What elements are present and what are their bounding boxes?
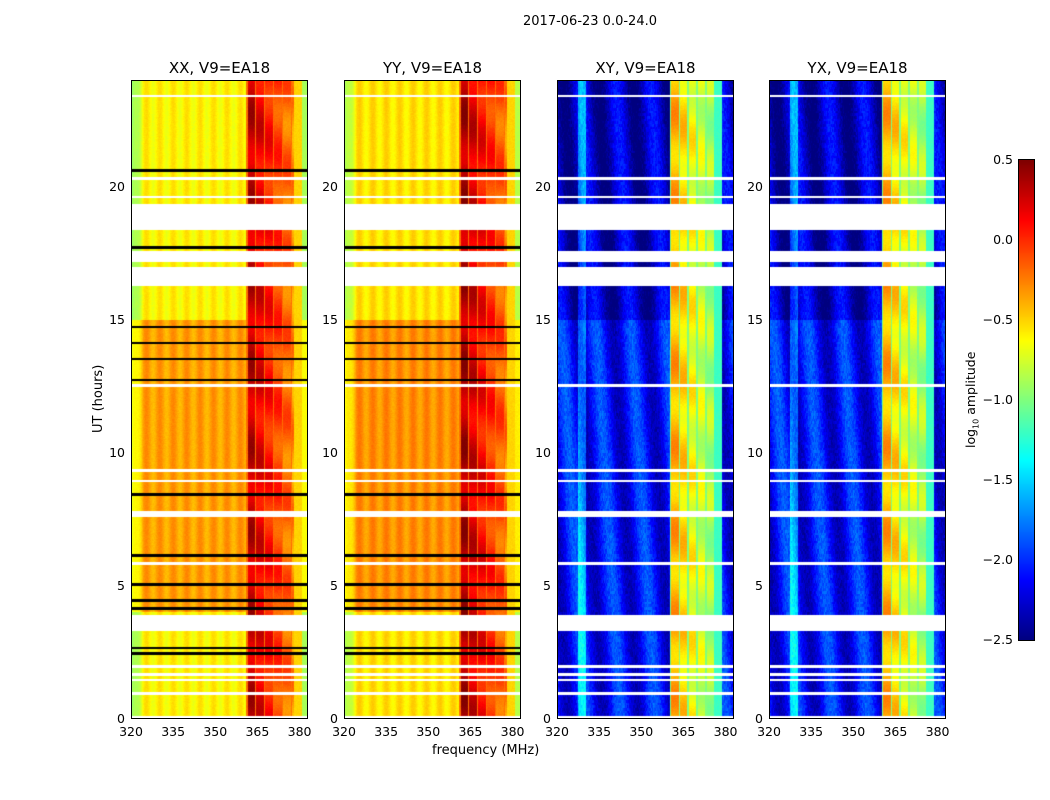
y-tick-label: 20	[322, 178, 338, 194]
y-tick-label: 10	[322, 444, 338, 460]
panel-title: YX, V9=EA18	[807, 59, 908, 77]
x-tick-label: 335	[374, 724, 399, 739]
panel-title: YY, V9=EA18	[382, 59, 483, 77]
colorbar-tick-label: 0.5	[993, 152, 1013, 167]
x-tick-label: 350	[629, 724, 654, 739]
x-tick-label: 320	[545, 724, 569, 739]
panel-title: XY, V9=EA18	[595, 59, 696, 77]
x-tick-label: 380	[925, 724, 950, 739]
colorbar-tick-label: −0.5	[982, 312, 1013, 327]
colorbar-tick-label: −1.0	[982, 392, 1013, 407]
figure-title: 2017-06-23 0.0-24.0	[523, 14, 657, 29]
x-tick-label: 335	[799, 724, 824, 739]
x-tick-label: 365	[458, 724, 483, 739]
x-tick-label: 365	[245, 724, 270, 739]
x-tick-label: 320	[119, 724, 143, 739]
heatmap-image	[770, 81, 945, 718]
heatmap-image	[345, 81, 520, 718]
x-tick-label: 335	[161, 724, 186, 739]
heatmap-image	[558, 81, 733, 718]
x-tick-label: 380	[713, 724, 738, 739]
heatmap-panel	[557, 80, 734, 719]
y-axis-label: UT (hours)	[91, 364, 106, 433]
y-tick-label: 20	[747, 178, 763, 194]
y-tick-label: 15	[322, 311, 338, 327]
y-tick-label: 15	[109, 311, 125, 327]
x-tick-label: 380	[500, 724, 525, 739]
x-tick-label: 320	[332, 724, 356, 739]
colorbar-label-sub: 10	[971, 418, 981, 429]
colorbar-tick-label: −2.0	[982, 552, 1013, 567]
colorbar-tick-label: 0.0	[993, 232, 1013, 247]
y-tick-label: 10	[109, 444, 125, 460]
heatmap-panel	[769, 80, 946, 719]
heatmap-panel	[131, 80, 308, 719]
x-tick-label: 365	[671, 724, 696, 739]
y-tick-label: 20	[535, 178, 551, 194]
y-tick-label: 0	[755, 711, 763, 726]
y-tick-label: 0	[117, 711, 125, 726]
x-tick-label: 365	[883, 724, 908, 739]
y-tick-label: 20	[109, 178, 125, 194]
heatmap-image	[132, 81, 307, 718]
y-tick-label: 10	[535, 444, 551, 460]
x-tick-label: 320	[757, 724, 781, 739]
colorbar-label-main: log	[963, 428, 978, 448]
x-tick-label: 350	[416, 724, 441, 739]
panel-title: XX, V9=EA18	[168, 59, 271, 77]
y-tick-label: 0	[330, 711, 338, 726]
x-tick-label: 380	[287, 724, 312, 739]
y-tick-label: 5	[755, 577, 763, 593]
x-tick-label: 335	[587, 724, 612, 739]
colorbar-label-rest: amplitude	[963, 351, 978, 419]
y-tick-label: 5	[543, 577, 551, 593]
colorbar	[1018, 159, 1035, 641]
x-tick-label: 350	[841, 724, 866, 739]
heatmap-panel	[344, 80, 521, 719]
y-tick-label: 5	[117, 577, 125, 593]
colorbar-tick-label: −1.5	[982, 472, 1013, 487]
y-tick-label: 0	[543, 711, 551, 726]
x-tick-label: 350	[203, 724, 228, 739]
x-axis-label: frequency (MHz)	[432, 743, 540, 758]
y-tick-label: 15	[747, 311, 763, 327]
colorbar-label: log10 amplitude	[963, 352, 981, 448]
colorbar-tick-label: −2.5	[982, 632, 1013, 647]
y-tick-label: 10	[747, 444, 763, 460]
y-tick-label: 5	[330, 577, 338, 593]
y-tick-label: 15	[535, 311, 551, 327]
